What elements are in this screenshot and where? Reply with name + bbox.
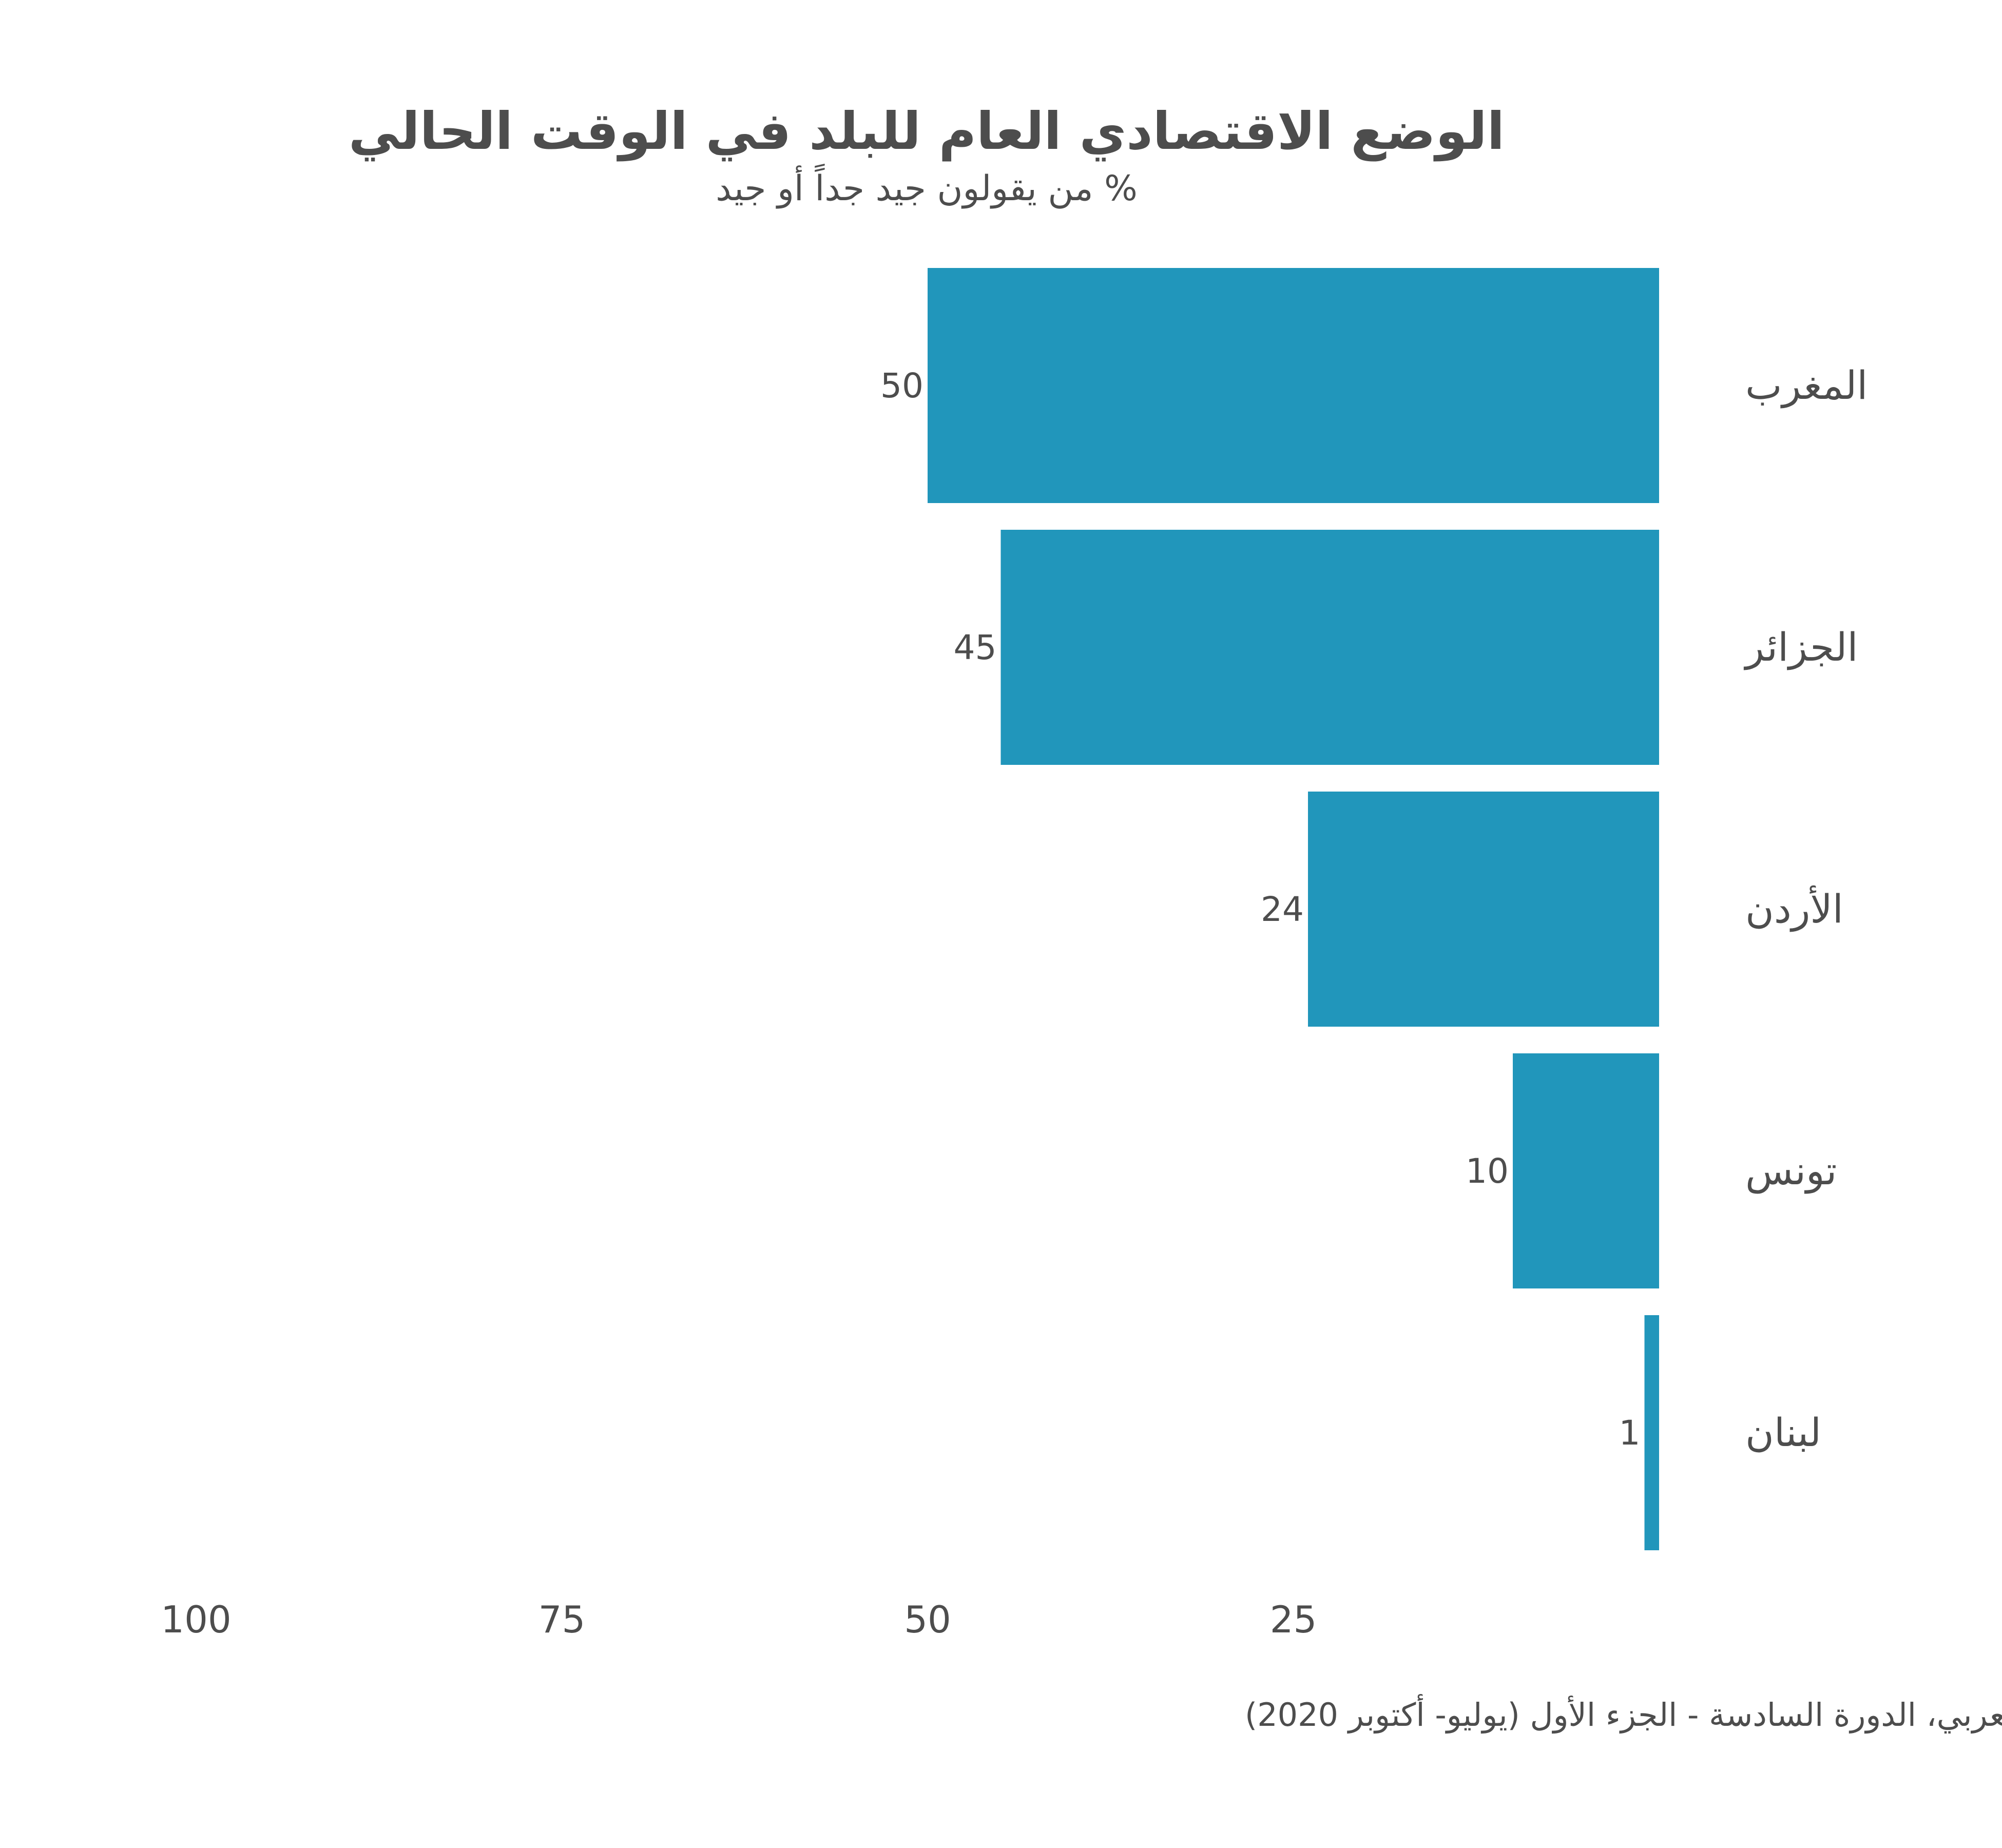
bar-value-label: 45 (954, 628, 997, 667)
x-tick-label: 25 (1270, 1598, 1317, 1641)
bar-value-label: 24 (1261, 890, 1304, 929)
category-label: الجزائر (1743, 624, 1858, 670)
bar-value-label: 1 (1619, 1413, 1641, 1453)
bar-4 (1644, 1315, 1659, 1550)
bar-2 (1308, 792, 1659, 1027)
bar-3 (1513, 1053, 1659, 1288)
bar-1 (1000, 530, 1659, 765)
bar-value-label: 10 (1466, 1151, 1509, 1191)
bar-value-label: 50 (880, 366, 923, 406)
category-label: الأردن (1745, 886, 1843, 932)
category-label: تونس (1745, 1148, 1837, 1194)
chart-title: الوضع الاقتصادي العام للبلد في الوقت الح… (349, 101, 1505, 162)
chart-caption: الباروميتر العربي، الدورة السادسة - الجز… (1245, 1694, 2002, 1734)
category-label: لبنان (1745, 1410, 1821, 1455)
bars-group (928, 268, 1659, 1550)
chart-subtitle: % من يقولون جيد جداً أو جيد (716, 163, 1138, 209)
category-label: المغرب (1745, 362, 1868, 409)
bar-0 (928, 268, 1659, 503)
value-labels-group: 50 45 24 10 1 (880, 366, 1640, 1453)
x-axis: 100 75 50 25 (161, 1598, 1317, 1641)
x-tick-label: 50 (904, 1598, 951, 1641)
x-tick-label: 100 (161, 1598, 231, 1641)
x-tick-label: 75 (538, 1598, 586, 1641)
category-labels-group: المغرب الجزائر الأردن تونس لبنان (1743, 362, 1868, 1455)
